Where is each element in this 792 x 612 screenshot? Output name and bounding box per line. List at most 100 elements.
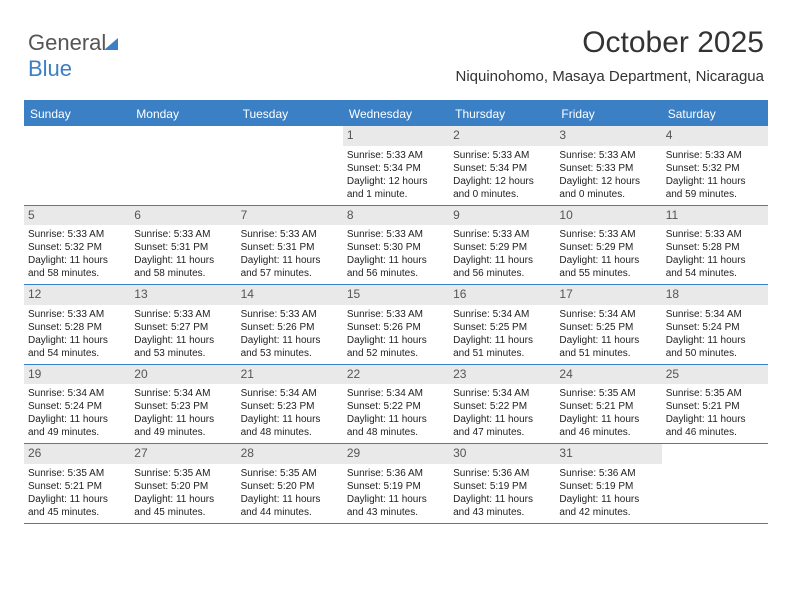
daylight-text: Daylight: 11 hours and 54 minutes. [28, 334, 126, 360]
calendar-week-row: 19Sunrise: 5:34 AMSunset: 5:24 PMDayligh… [24, 365, 768, 445]
daylight-text: Daylight: 12 hours and 0 minutes. [453, 175, 551, 201]
daylight-text: Daylight: 11 hours and 48 minutes. [241, 413, 339, 439]
daylight-text: Daylight: 11 hours and 59 minutes. [666, 175, 764, 201]
sunrise-text: Sunrise: 5:33 AM [453, 149, 551, 162]
sunset-text: Sunset: 5:29 PM [453, 241, 551, 254]
calendar-day-cell: 14Sunrise: 5:33 AMSunset: 5:26 PMDayligh… [237, 285, 343, 364]
calendar-header-cell: Monday [130, 102, 236, 126]
daylight-text: Daylight: 11 hours and 49 minutes. [134, 413, 232, 439]
calendar-day-cell: 24Sunrise: 5:35 AMSunset: 5:21 PMDayligh… [555, 365, 661, 444]
day-number: 24 [555, 365, 661, 385]
calendar-day-cell: 12Sunrise: 5:33 AMSunset: 5:28 PMDayligh… [24, 285, 130, 364]
day-number: 20 [130, 365, 236, 385]
sunset-text: Sunset: 5:20 PM [241, 480, 339, 493]
day-number: 18 [662, 285, 768, 305]
sunrise-text: Sunrise: 5:33 AM [134, 228, 232, 241]
sunrise-text: Sunrise: 5:33 AM [666, 149, 764, 162]
sunrise-text: Sunrise: 5:33 AM [28, 228, 126, 241]
daylight-text: Daylight: 11 hours and 51 minutes. [559, 334, 657, 360]
day-number: 11 [662, 206, 768, 226]
calendar-header-cell: Sunday [24, 102, 130, 126]
sunrise-text: Sunrise: 5:33 AM [666, 228, 764, 241]
sunrise-text: Sunrise: 5:34 AM [134, 387, 232, 400]
calendar-day-cell: 16Sunrise: 5:34 AMSunset: 5:25 PMDayligh… [449, 285, 555, 364]
sunset-text: Sunset: 5:30 PM [347, 241, 445, 254]
calendar-day-cell: 27Sunrise: 5:35 AMSunset: 5:20 PMDayligh… [130, 444, 236, 523]
calendar-day-cell: 19Sunrise: 5:34 AMSunset: 5:24 PMDayligh… [24, 365, 130, 444]
sunset-text: Sunset: 5:19 PM [453, 480, 551, 493]
sunrise-text: Sunrise: 5:33 AM [559, 149, 657, 162]
calendar-day-cell: 30Sunrise: 5:36 AMSunset: 5:19 PMDayligh… [449, 444, 555, 523]
daylight-text: Daylight: 11 hours and 48 minutes. [347, 413, 445, 439]
calendar-day-cell: 26Sunrise: 5:35 AMSunset: 5:21 PMDayligh… [24, 444, 130, 523]
day-number: 27 [130, 444, 236, 464]
sunrise-text: Sunrise: 5:33 AM [559, 228, 657, 241]
sunrise-text: Sunrise: 5:33 AM [453, 228, 551, 241]
sunset-text: Sunset: 5:20 PM [134, 480, 232, 493]
sunset-text: Sunset: 5:24 PM [666, 321, 764, 334]
calendar-day-cell: 18Sunrise: 5:34 AMSunset: 5:24 PMDayligh… [662, 285, 768, 364]
calendar-header-cell: Tuesday [237, 102, 343, 126]
sunset-text: Sunset: 5:22 PM [347, 400, 445, 413]
daylight-text: Daylight: 11 hours and 43 minutes. [453, 493, 551, 519]
sunset-text: Sunset: 5:23 PM [241, 400, 339, 413]
daylight-text: Daylight: 11 hours and 58 minutes. [28, 254, 126, 280]
day-number: 7 [237, 206, 343, 226]
day-number: 13 [130, 285, 236, 305]
page-title: October 2025 [582, 26, 764, 60]
daylight-text: Daylight: 11 hours and 44 minutes. [241, 493, 339, 519]
calendar-week-row: 26Sunrise: 5:35 AMSunset: 5:21 PMDayligh… [24, 444, 768, 524]
sunrise-text: Sunrise: 5:35 AM [666, 387, 764, 400]
day-number: 3 [555, 126, 661, 146]
sunset-text: Sunset: 5:32 PM [666, 162, 764, 175]
logo-text-1: General [28, 30, 106, 55]
calendar-grid: SundayMondayTuesdayWednesdayThursdayFrid… [24, 100, 768, 524]
calendar-day-cell: 10Sunrise: 5:33 AMSunset: 5:29 PMDayligh… [555, 206, 661, 285]
sunset-text: Sunset: 5:31 PM [241, 241, 339, 254]
sunset-text: Sunset: 5:19 PM [559, 480, 657, 493]
sunrise-text: Sunrise: 5:33 AM [134, 308, 232, 321]
calendar-week-row: 5Sunrise: 5:33 AMSunset: 5:32 PMDaylight… [24, 206, 768, 286]
day-number: 17 [555, 285, 661, 305]
sunset-text: Sunset: 5:34 PM [347, 162, 445, 175]
sunrise-text: Sunrise: 5:35 AM [134, 467, 232, 480]
calendar-day-cell: 13Sunrise: 5:33 AMSunset: 5:27 PMDayligh… [130, 285, 236, 364]
sunset-text: Sunset: 5:25 PM [559, 321, 657, 334]
sunset-text: Sunset: 5:25 PM [453, 321, 551, 334]
sunrise-text: Sunrise: 5:33 AM [241, 228, 339, 241]
daylight-text: Daylight: 11 hours and 55 minutes. [559, 254, 657, 280]
sunset-text: Sunset: 5:28 PM [666, 241, 764, 254]
calendar-day-cell: 20Sunrise: 5:34 AMSunset: 5:23 PMDayligh… [130, 365, 236, 444]
sunrise-text: Sunrise: 5:35 AM [241, 467, 339, 480]
calendar-day-cell [237, 126, 343, 205]
calendar-day-cell: 22Sunrise: 5:34 AMSunset: 5:22 PMDayligh… [343, 365, 449, 444]
daylight-text: Daylight: 11 hours and 54 minutes. [666, 254, 764, 280]
calendar-header-cell: Saturday [662, 102, 768, 126]
sunset-text: Sunset: 5:19 PM [347, 480, 445, 493]
day-number: 1 [343, 126, 449, 146]
calendar-day-cell: 5Sunrise: 5:33 AMSunset: 5:32 PMDaylight… [24, 206, 130, 285]
sunrise-text: Sunrise: 5:36 AM [347, 467, 445, 480]
day-number: 14 [237, 285, 343, 305]
daylight-text: Daylight: 11 hours and 56 minutes. [347, 254, 445, 280]
sunrise-text: Sunrise: 5:33 AM [347, 149, 445, 162]
calendar-day-cell: 21Sunrise: 5:34 AMSunset: 5:23 PMDayligh… [237, 365, 343, 444]
calendar-day-cell [130, 126, 236, 205]
sunset-text: Sunset: 5:21 PM [559, 400, 657, 413]
calendar-day-cell: 17Sunrise: 5:34 AMSunset: 5:25 PMDayligh… [555, 285, 661, 364]
calendar-day-cell: 1Sunrise: 5:33 AMSunset: 5:34 PMDaylight… [343, 126, 449, 205]
calendar-day-cell: 9Sunrise: 5:33 AMSunset: 5:29 PMDaylight… [449, 206, 555, 285]
day-number: 8 [343, 206, 449, 226]
day-number: 31 [555, 444, 661, 464]
logo: General Blue [28, 30, 118, 82]
day-number: 9 [449, 206, 555, 226]
daylight-text: Daylight: 11 hours and 46 minutes. [666, 413, 764, 439]
day-number: 10 [555, 206, 661, 226]
daylight-text: Daylight: 11 hours and 50 minutes. [666, 334, 764, 360]
calendar-day-cell: 7Sunrise: 5:33 AMSunset: 5:31 PMDaylight… [237, 206, 343, 285]
sunrise-text: Sunrise: 5:35 AM [28, 467, 126, 480]
daylight-text: Daylight: 11 hours and 53 minutes. [241, 334, 339, 360]
daylight-text: Daylight: 11 hours and 58 minutes. [134, 254, 232, 280]
calendar-day-cell [24, 126, 130, 205]
calendar-day-cell: 29Sunrise: 5:36 AMSunset: 5:19 PMDayligh… [343, 444, 449, 523]
